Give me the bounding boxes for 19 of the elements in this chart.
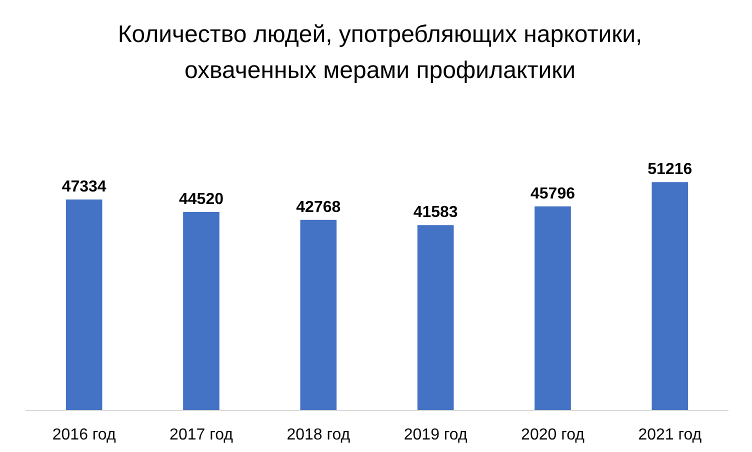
bar	[534, 206, 571, 410]
x-tick-label: 2018 год	[286, 426, 351, 444]
chart-title: Количество людей, употребляющих наркотики, охваченных мерами профилактики	[116, 20, 644, 86]
data-label: 41583	[413, 204, 458, 222]
data-label: 42768	[296, 198, 341, 216]
data-label: 47334	[62, 178, 106, 196]
bar	[652, 182, 688, 410]
x-tick-label: 2021 год	[638, 426, 702, 444]
bar	[66, 199, 102, 410]
data-label: 45796	[530, 185, 576, 202]
x-tick-label: 2020 год	[521, 426, 586, 444]
bar	[417, 225, 454, 410]
bar	[300, 220, 337, 410]
data-label: 44520	[179, 191, 224, 208]
bar	[183, 212, 220, 410]
data-label: 51216	[648, 161, 692, 178]
x-tick-label: 2016 год	[52, 426, 116, 444]
x-tick-label: 2017 год	[170, 426, 234, 444]
x-tick-label: 2019 год	[404, 426, 468, 444]
